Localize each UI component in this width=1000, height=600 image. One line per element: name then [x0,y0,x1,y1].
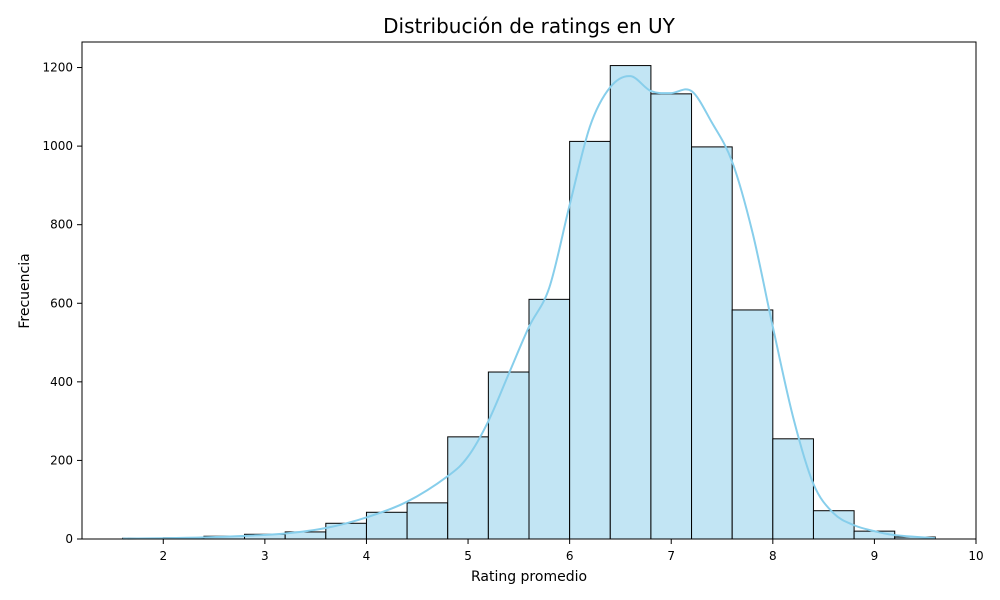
x-tick-label: 2 [159,549,167,563]
x-tick-label: 10 [968,549,983,563]
histogram-bar [691,146,733,540]
histogram-bar [487,371,530,540]
histogram-bar [406,502,449,540]
y-tick-label: 600 [50,296,73,310]
histogram-bars [122,65,936,540]
y-axis-ticks: 0 200 400 600 800 1000 1200 [42,61,82,546]
chart-title: Distribución de ratings en UY [383,14,676,38]
x-tick-label: 9 [871,549,879,563]
plot-frame [81,41,977,540]
x-tick-label: 5 [464,549,472,563]
histogram-bar [528,298,571,540]
x-tick-label: 4 [363,549,371,563]
x-tick-label: 8 [769,549,777,563]
y-tick-label: 1000 [42,139,73,153]
histogram-bar [569,140,611,540]
histogram-bar [325,522,367,540]
x-axis-ticks: 2 3 4 5 6 7 8 9 10 [159,539,984,563]
x-tick-label: 6 [566,549,574,563]
histogram-bar [731,309,774,540]
histogram-bar [650,93,693,540]
histogram-bar [609,65,652,540]
histogram-bar [812,510,855,540]
kde-curve [122,75,936,540]
x-axis-label: Rating promedio [471,569,587,585]
y-tick-label: 400 [50,375,73,389]
y-tick-label: 1200 [42,61,73,75]
y-axis-label: Frecuencia [17,253,33,328]
x-tick-label: 3 [261,549,269,563]
y-tick-label: 0 [65,532,73,546]
x-tick-label: 7 [667,549,675,563]
histogram-bar [772,438,814,540]
y-tick-label: 200 [50,453,73,467]
histogram-bar [447,436,489,540]
y-tick-label: 800 [50,218,73,232]
